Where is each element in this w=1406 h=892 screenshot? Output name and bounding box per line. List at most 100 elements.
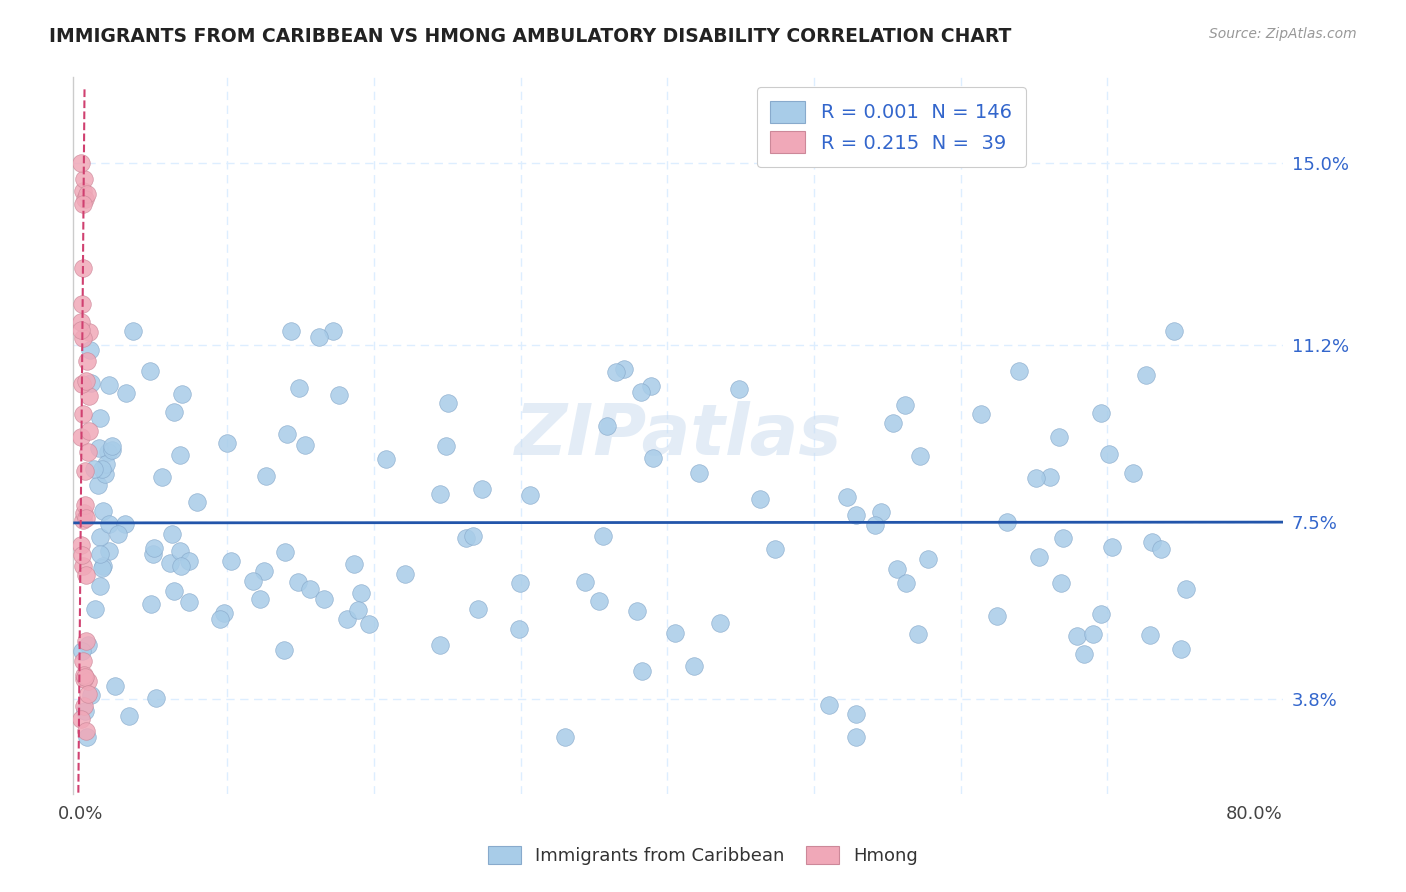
Point [142, 541, 165, 555]
Point [1039, 470, 1062, 484]
Point [72, 513, 94, 527]
Point [682, 658, 704, 673]
Point [118, 709, 141, 723]
Point [72, 331, 94, 345]
Point [89, 530, 111, 544]
Point [75, 724, 97, 739]
Point [145, 691, 167, 706]
Point [845, 508, 868, 522]
Point [76, 730, 98, 744]
Point [1090, 406, 1112, 420]
Point [77, 326, 100, 340]
Point [454, 531, 477, 545]
Point [908, 449, 931, 463]
Point [308, 330, 330, 344]
Point [298, 582, 321, 596]
Point [1073, 648, 1095, 662]
Point [97, 516, 120, 531]
Point [107, 527, 129, 541]
Point [75, 511, 97, 525]
Point [177, 553, 200, 567]
Point [274, 545, 297, 559]
Point [664, 625, 686, 640]
Point [70, 314, 93, 328]
Point [242, 574, 264, 588]
Point [434, 439, 457, 453]
Point [73, 464, 96, 478]
Point [328, 388, 350, 402]
Point [76, 354, 98, 368]
Text: ZIPatlas: ZIPatlas [515, 401, 842, 470]
Point [79, 343, 101, 357]
Point [169, 543, 191, 558]
Point [142, 547, 165, 561]
Point [294, 438, 316, 452]
Point [343, 557, 366, 571]
Point [429, 638, 451, 652]
Point [72, 407, 94, 421]
Point [80, 376, 103, 390]
Point [70, 297, 93, 311]
Point [1170, 642, 1192, 657]
Point [280, 324, 302, 338]
Point [574, 574, 596, 589]
Point [101, 443, 124, 458]
Point [77, 673, 100, 688]
Point [1135, 368, 1157, 383]
Point [437, 396, 460, 410]
Legend: Immigrants from Caribbean, Hmong: Immigrants from Caribbean, Hmong [479, 837, 927, 874]
Point [429, 487, 451, 501]
Point [818, 698, 841, 712]
Point [995, 515, 1018, 529]
Point [89, 547, 111, 561]
Point [163, 583, 186, 598]
Point [630, 384, 652, 399]
Point [101, 439, 124, 453]
Point [970, 408, 993, 422]
Point [114, 516, 136, 531]
Point [336, 611, 359, 625]
Point [73, 506, 96, 520]
Point [631, 664, 654, 678]
Point [471, 483, 494, 497]
Point [170, 386, 193, 401]
Point [394, 566, 416, 581]
Point [70, 376, 93, 391]
Point [73, 704, 96, 718]
Point [84, 601, 107, 615]
Point [865, 518, 887, 533]
Point [709, 615, 731, 630]
Point [77, 389, 100, 403]
Point [80, 689, 103, 703]
Point [508, 622, 530, 636]
Point [72, 654, 94, 668]
Point [640, 378, 662, 392]
Point [869, 505, 891, 519]
Point [75, 568, 97, 582]
Point [73, 673, 96, 687]
Point [1090, 607, 1112, 621]
Point [70, 712, 93, 726]
Point [917, 551, 939, 566]
Point [91, 561, 114, 575]
Point [73, 171, 96, 186]
Point [72, 197, 94, 211]
Point [249, 592, 271, 607]
Point [1081, 627, 1104, 641]
Point [73, 668, 96, 682]
Point [613, 361, 636, 376]
Point [288, 381, 311, 395]
Point [91, 558, 114, 573]
Point [1025, 471, 1047, 485]
Point [83, 461, 105, 475]
Point [103, 679, 125, 693]
Point [139, 597, 162, 611]
Point [1098, 447, 1121, 461]
Point [350, 586, 373, 600]
Point [179, 594, 201, 608]
Point [139, 363, 162, 377]
Point [595, 419, 617, 434]
Point [79, 424, 101, 438]
Point [1008, 364, 1031, 378]
Point [75, 634, 97, 648]
